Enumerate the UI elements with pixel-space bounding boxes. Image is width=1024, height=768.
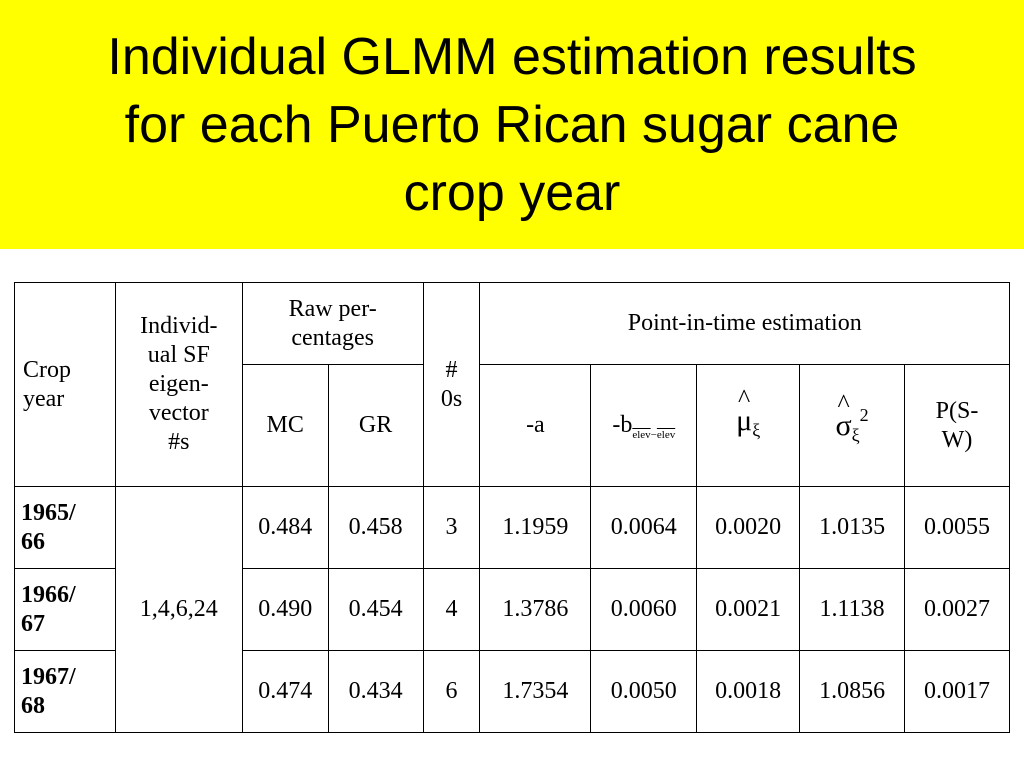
title-line-3: crop year <box>403 163 621 222</box>
crop-year-line-1: 1965/ <box>21 499 76 526</box>
title-band: Individual GLMM estimation results for e… <box>0 0 1024 249</box>
cell-b: 0.0050 <box>590 650 698 733</box>
header-raw-percentages-line-1: Raw per- <box>288 295 377 322</box>
header-eigenvector-line-3: eigen- <box>148 371 209 397</box>
mu-symbol: μ <box>736 404 753 437</box>
cell-sigma2: 1.0856 <box>799 650 906 733</box>
cell-crop-year: 1965/ 66 <box>14 486 116 569</box>
sigma-superscript: 2 <box>859 405 869 425</box>
sigma-subscript: ξ <box>851 425 860 445</box>
cell-gr: 0.458 <box>327 486 424 569</box>
cell-crop-year: 1967/ 68 <box>14 650 116 733</box>
title-line-2: for each Puerto Rican sugar cane <box>124 95 900 154</box>
mu-hat-mark: ^ <box>738 384 751 413</box>
crop-year-line-1: 1967/ <box>21 663 76 690</box>
cell-mc: 0.474 <box>241 650 329 733</box>
header-eigenvector-line-4: vector <box>148 400 209 426</box>
header-b: -belev−elev <box>590 364 698 487</box>
header-psw: P(S- W) <box>904 364 1010 487</box>
cell-psw: 0.0055 <box>904 486 1010 569</box>
header-a: -a <box>479 364 592 487</box>
cell-b: 0.0064 <box>590 486 698 569</box>
header-zeros-line-1: # <box>445 356 458 383</box>
header-psw-line-2: W) <box>941 426 973 453</box>
header-point-in-time: Point-in-time estimation <box>479 282 1010 365</box>
cell-zeros: 6 <box>422 650 481 733</box>
cell-a: 1.1959 <box>479 486 592 569</box>
cell-psw: 0.0027 <box>904 568 1010 651</box>
header-raw-percentages: Raw per- centages <box>241 282 424 365</box>
sigma-symbol: σ <box>835 409 852 442</box>
table-row: 1967/ 68 0.474 0.434 6 1.7354 0.0050 0.0… <box>14 650 1010 733</box>
cell-mu: 0.0018 <box>696 650 801 733</box>
results-table: Crop year Individ- ual SF eigen- vector … <box>14 282 1010 733</box>
cell-crop-year: 1966/ 67 <box>14 568 116 651</box>
title-line-1: Individual GLMM estimation results <box>107 27 917 86</box>
cell-gr: 0.434 <box>327 650 424 733</box>
mu-subscript: ξ <box>752 420 761 440</box>
header-row-2: MC GR -a -belev−elev ^ μξ ^ σξ2 P(S- W) <box>15 364 1010 487</box>
header-crop-year-line-1: Crop <box>23 356 71 383</box>
cell-mc: 0.490 <box>241 568 329 651</box>
cell-mu: 0.0020 <box>696 486 801 569</box>
header-eigenvector-line-5: #s <box>168 429 190 455</box>
crop-year-line-2: 68 <box>21 692 45 719</box>
sigma-hat-mark: ^ <box>837 389 850 418</box>
header-b-sub-1: elev <box>632 428 651 441</box>
cell-mc: 0.484 <box>241 486 329 569</box>
header-mc: MC <box>241 364 329 487</box>
cell-zeros: 4 <box>422 568 481 651</box>
header-b-prefix: -b <box>612 411 633 438</box>
header-zeros-line-2: 0s <box>440 385 463 412</box>
header-mu: ^ μξ <box>696 364 801 487</box>
crop-year-line-2: 67 <box>21 610 45 637</box>
table-row: 1966/ 67 0.490 0.454 4 1.3786 0.0060 0.0… <box>14 568 1010 651</box>
slide-title: Individual GLMM estimation results for e… <box>89 23 934 227</box>
header-crop-year-line-2: year <box>23 385 65 412</box>
header-psw-line-1: P(S- <box>935 397 979 424</box>
header-zeros: # 0s <box>422 282 481 487</box>
header-gr: GR <box>327 364 424 487</box>
header-row-1: Crop year Individ- ual SF eigen- vector … <box>14 282 1010 487</box>
cell-a: 1.3786 <box>479 568 592 651</box>
header-sigma: ^ σξ2 <box>799 364 906 487</box>
table-row: 1965/ 66 1,4,6,24 0.484 0.458 3 1.1959 0… <box>14 486 1010 733</box>
cell-mu: 0.0021 <box>696 568 801 651</box>
header-crop-year: Crop year <box>14 282 116 487</box>
mu-hat-symbol: ^ μ <box>736 384 753 438</box>
crop-year-line-1: 1966/ <box>21 581 76 608</box>
header-b-sub-op: − <box>650 428 657 441</box>
sigma-hat-symbol: ^ σ <box>835 389 852 443</box>
cell-eigenvector: 1,4,6,24 <box>114 486 243 733</box>
cell-sigma2: 1.0135 <box>799 486 906 569</box>
header-eigenvector-line-2: ual SF <box>147 342 210 368</box>
header-b-subscript: elev−elev <box>632 429 675 441</box>
header-eigenvector-line-1: Individ- <box>140 313 218 339</box>
header-eigenvector: Individ- ual SF eigen- vector #s <box>114 282 243 487</box>
cell-psw: 0.0017 <box>904 650 1010 733</box>
cell-zeros: 3 <box>422 486 481 569</box>
cell-b: 0.0060 <box>590 568 698 651</box>
header-raw-percentages-line-2: centages <box>291 324 374 351</box>
cell-a: 1.7354 <box>479 650 592 733</box>
cell-gr: 0.454 <box>327 568 424 651</box>
header-b-sub-2: elev <box>656 428 676 441</box>
cell-sigma2: 1.1138 <box>799 568 906 651</box>
crop-year-line-2: 66 <box>21 528 45 555</box>
